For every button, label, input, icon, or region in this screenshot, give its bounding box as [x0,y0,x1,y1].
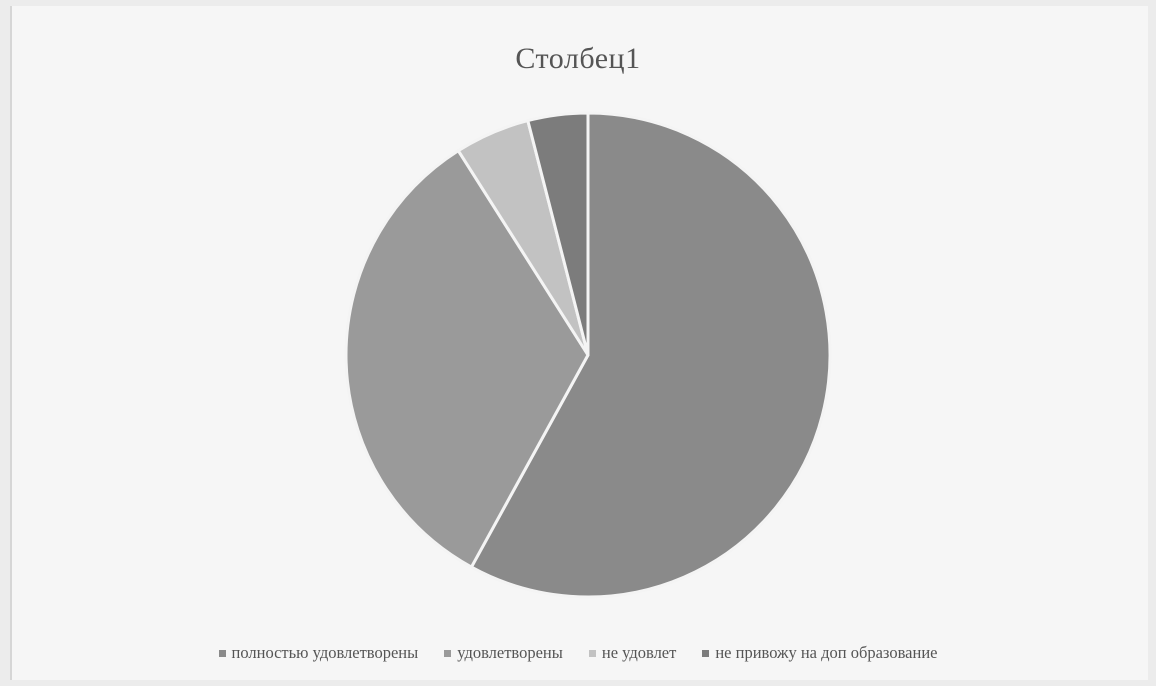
legend-label: не привожу на доп образование [715,643,938,662]
legend-label: удовлетворены [457,643,563,662]
legend-label: полностью удовлетворены [231,643,419,662]
legend-item-fully-satisfied: полностью удовлетворены [218,643,419,663]
legend-swatch [218,649,226,657]
pie-slice-satisfied [344,149,590,569]
chart-title: Столбец1 [515,42,641,75]
legend-swatch [444,649,452,657]
legend-item-not-satisfied: не удовлет [588,643,677,663]
legend-item-not-attending: не привожу на доп образование [702,643,937,663]
pie-slice-fully-satisfied [469,111,832,599]
legend-swatch [588,649,596,657]
legend-item-satisfied: удовлетворены [444,643,563,663]
chart-legend: полностью удовлетворены удовлетворены не… [0,643,1156,663]
pie-slice-not-attending [526,111,590,357]
legend-label: не удовлет [601,643,677,662]
legend-swatch [702,649,710,657]
